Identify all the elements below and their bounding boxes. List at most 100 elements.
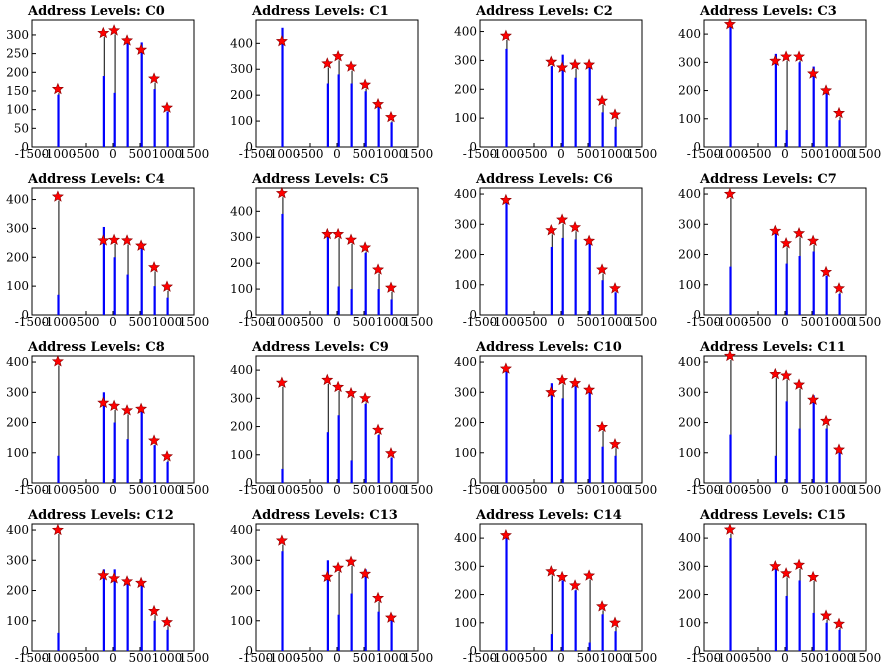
x-tick-label: 1500 (627, 483, 658, 497)
x-tick-label: 0 (109, 315, 117, 329)
chart-panel-c5: Address Levels: C5 0 100 200 300 400 -1500-100… (230, 172, 433, 329)
chart-title: Address Levels: C1 (251, 4, 389, 19)
data-bar (614, 292, 617, 315)
data-bar (326, 432, 329, 483)
y-tick-label: 150 (6, 84, 29, 98)
data-bar (561, 237, 564, 315)
y-tick-label: 0 (21, 476, 29, 490)
y-tick-label: 300 (230, 230, 253, 244)
chart-panel-c11: Address Levels: C11 0 100 200 300 400 -1500-10… (678, 340, 881, 497)
star-marker (780, 237, 793, 249)
data-bar (812, 612, 815, 651)
chart-panel-c1: Address Levels: C1 0 100 200 300 400 -1500-100… (230, 4, 433, 161)
y-tick-label: 400 (454, 355, 477, 369)
data-bar (550, 66, 553, 147)
data-bar (126, 578, 129, 651)
star-marker (723, 349, 736, 362)
x-tick-label: 0 (333, 147, 341, 161)
x-tick-label: -500 (73, 147, 100, 161)
x-tick-label: -500 (521, 147, 548, 161)
x-tick-label: -1000 (266, 483, 301, 497)
plot-frame (479, 187, 643, 316)
y-tick-label: 0 (469, 308, 477, 322)
x-tick-label: 1000 (600, 483, 631, 497)
data-bar (574, 239, 577, 315)
data-bar (126, 274, 129, 315)
star-marker (321, 227, 334, 240)
x-tick-label: 500 (577, 147, 600, 161)
star-marker (332, 561, 345, 573)
data-bar (812, 395, 815, 483)
data-bar (337, 614, 340, 651)
y-tick-label: 100 (230, 114, 253, 128)
data-bar (153, 445, 156, 483)
plot-frame (31, 187, 195, 316)
x-tick-label: 1000 (376, 483, 407, 497)
star-marker (275, 376, 288, 388)
chart-title: Address Levels: C4 (27, 172, 165, 187)
plot-frame (31, 523, 195, 652)
x-tick-label: 500 (801, 651, 824, 665)
x-tick-label: -500 (745, 651, 772, 665)
star-marker (820, 609, 833, 621)
data-bar (364, 569, 367, 651)
star-marker (596, 263, 609, 275)
y-tick-label: 200 (230, 420, 253, 434)
x-tick-label: 1000 (824, 651, 855, 665)
data-bar (825, 428, 828, 483)
y-tick-label: 200 (454, 248, 477, 262)
x-tick-label: -1500 (15, 651, 50, 665)
star-marker (321, 373, 334, 386)
data-bar (326, 234, 329, 315)
data-bar (57, 294, 60, 315)
plot-frame (255, 355, 419, 484)
chart-title: Address Levels: C2 (475, 4, 613, 19)
y-tick-label: 200 (678, 84, 701, 98)
star-marker (51, 355, 64, 367)
data-bar (825, 622, 828, 651)
star-marker (160, 450, 174, 462)
y-tick-label: 300 (454, 53, 477, 67)
star-marker (108, 24, 121, 36)
data-bar (113, 92, 116, 147)
y-tick-label: 0 (21, 308, 29, 322)
chart-panel-c3: Address Levels: C3 0 100 200 300 400 -1500-100… (678, 4, 881, 161)
x-tick-label: 500 (129, 147, 152, 161)
y-tick-label: 300 (6, 385, 29, 399)
star-marker (372, 423, 385, 436)
x-tick-label: 1500 (403, 147, 434, 161)
data-bar (601, 446, 604, 483)
x-tick-label: 0 (109, 147, 117, 161)
y-tick-label: 0 (693, 476, 701, 490)
star-marker (97, 569, 110, 581)
x-tick-label: 0 (557, 147, 565, 161)
x-tick-label: 1000 (824, 147, 855, 161)
x-tick-label: -1000 (42, 651, 77, 665)
data-bar (113, 422, 116, 483)
star-marker (807, 234, 820, 247)
plot-frame (31, 19, 195, 148)
star-marker (583, 383, 596, 395)
x-tick-label: 1500 (179, 483, 210, 497)
x-tick-label: -1000 (714, 651, 749, 665)
x-tick-label: 1000 (376, 315, 407, 329)
y-tick-label: 100 (230, 614, 253, 628)
x-tick-label: 1500 (851, 483, 882, 497)
x-tick-label: 1500 (627, 315, 658, 329)
chart-panel-c15: Address Levels: C15 0 100 200 300 400 -1500-10… (678, 508, 881, 665)
star-marker (148, 604, 161, 617)
data-bar (102, 226, 105, 315)
chart-panel-c8: Address Levels: C8 0 100 200 300 400 -1500-100… (6, 340, 209, 497)
star-marker (148, 434, 161, 446)
x-tick-label: -500 (297, 315, 324, 329)
plot-frame (479, 523, 643, 652)
x-tick-label: 1500 (851, 651, 882, 665)
star-marker (608, 108, 622, 120)
x-tick-label: -1000 (714, 147, 749, 161)
x-tick-label: 1500 (179, 651, 210, 665)
y-tick-label: 400 (454, 25, 477, 39)
x-tick-label: 0 (781, 483, 789, 497)
x-tick-label: 500 (801, 147, 824, 161)
x-tick-label: 500 (129, 483, 152, 497)
